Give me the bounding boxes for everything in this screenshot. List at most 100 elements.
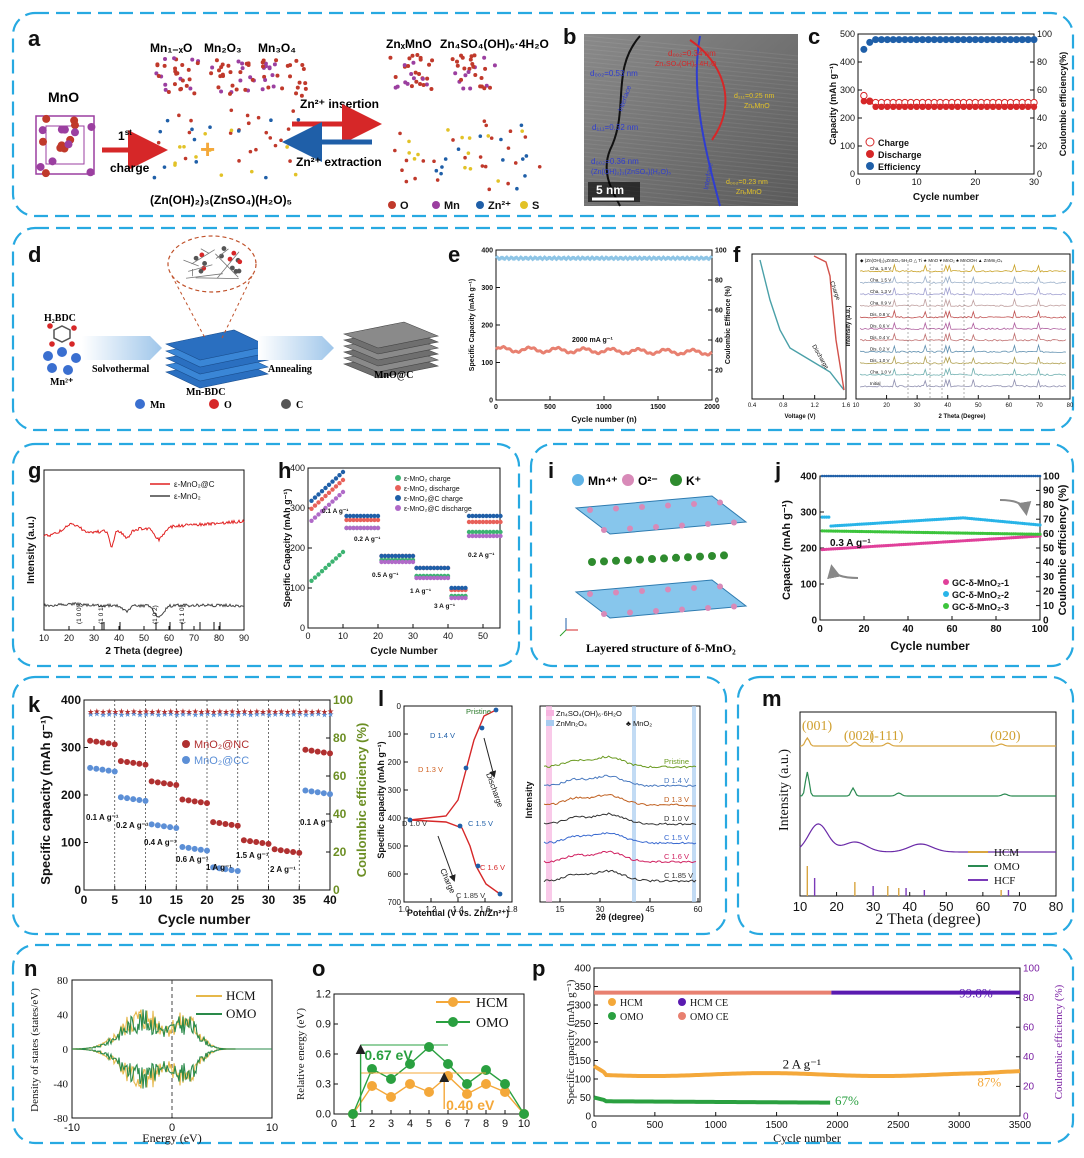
y-tick-label: 80 xyxy=(1037,57,1047,67)
atom-icon xyxy=(521,157,525,161)
atom-icon xyxy=(453,71,457,75)
x-tick-label: 0 xyxy=(81,893,88,907)
y-tick-label: 0 xyxy=(811,615,817,626)
axis-title: Intensity (a.u.) xyxy=(777,749,792,831)
rate-label: 2 A g⁻¹ xyxy=(270,865,296,874)
mno2-pattern xyxy=(44,603,244,618)
o-ion-icon xyxy=(691,585,697,591)
atom-icon xyxy=(188,77,192,81)
axis-title: Cycle number xyxy=(773,1131,841,1145)
atom-icon xyxy=(487,188,491,192)
discharge-point xyxy=(949,104,955,110)
tem-annotation: ZnₓMnO xyxy=(744,103,770,110)
atom-icon xyxy=(287,127,291,131)
y-tick-label: 0.9 xyxy=(316,1019,331,1031)
legend-label: HCM xyxy=(226,988,256,1003)
efficiency-point xyxy=(1039,475,1042,478)
mno2nc-point xyxy=(149,778,155,784)
discharge-point xyxy=(943,104,949,110)
atom-icon xyxy=(58,125,66,133)
atom-icon xyxy=(478,134,482,138)
mno2nc-point xyxy=(112,741,118,747)
state-label: Cha. 1.5 V xyxy=(870,278,891,283)
x-tick-label: 9 xyxy=(502,1118,508,1130)
mn-atom-icon xyxy=(43,351,53,361)
tem-annotation: d₀₀₂=0.34 nm xyxy=(668,49,716,58)
legend-label: HCM xyxy=(994,847,1019,859)
atom-icon xyxy=(418,82,422,86)
o-ion-icon xyxy=(679,607,685,613)
mno2nc-point xyxy=(204,800,210,806)
tem-annotation: d₀₀₂=0.36 nm xyxy=(591,157,639,166)
mno2cc-point xyxy=(149,821,155,827)
rate-point xyxy=(316,500,320,504)
atom-icon xyxy=(484,124,488,128)
rate-label: 1 A g⁻¹ xyxy=(410,588,431,595)
atom-icon xyxy=(415,53,419,57)
scalebar-label: 5 nm xyxy=(596,183,624,197)
rate-point xyxy=(463,586,467,590)
legend-label: ε-MnO₂ xyxy=(174,492,201,501)
panel-a: MnO Mn₁₋ₓO Mn₂O₃ Mn₃O₄ 1st charge + + (Z… xyxy=(36,37,549,212)
discharge-point xyxy=(1007,104,1013,110)
atom-icon xyxy=(484,165,488,169)
atom-icon xyxy=(471,65,475,69)
legend-label: Zn²⁺ xyxy=(488,200,511,212)
axis-title: Relative energy (eV) xyxy=(295,1008,307,1100)
atom-icon xyxy=(71,128,79,136)
x-tick-label: 20 xyxy=(373,631,383,641)
atom-icon xyxy=(228,92,232,96)
atom-icon xyxy=(406,64,410,68)
rate-point xyxy=(313,495,317,499)
atom-icon xyxy=(470,54,474,58)
axis-title: 2 Theta (Degree) xyxy=(938,414,985,420)
atom-icon xyxy=(241,66,245,70)
x-tick-label: 80 xyxy=(990,624,1002,635)
atom-icon xyxy=(228,70,232,74)
atom-icon xyxy=(294,91,298,95)
rate-point xyxy=(334,476,338,480)
legend-label: Zn₄SO₄(OH)₆·6H₂O xyxy=(556,709,622,718)
y-tick-label: 80 xyxy=(57,975,69,987)
y-tick-label: 40 xyxy=(1023,1052,1035,1063)
xrd-pattern xyxy=(860,357,1066,364)
x-tick-label: 15 xyxy=(170,893,184,907)
atom-icon xyxy=(157,141,161,145)
axis-title: Cycle number xyxy=(913,192,979,203)
atom-icon xyxy=(439,172,443,176)
species-label: Mn₂O₃ xyxy=(204,41,242,55)
atom-icon xyxy=(463,73,467,77)
x-tick-label: 2 xyxy=(369,1118,375,1130)
atom-icon xyxy=(157,74,161,78)
mno2c-pattern xyxy=(44,520,244,547)
y-tick-label: 0.6 xyxy=(316,1049,331,1061)
mno2nc-point xyxy=(278,847,284,853)
mno-crystal-icon xyxy=(36,115,95,177)
ring xyxy=(54,326,70,342)
atom-icon xyxy=(467,70,471,74)
x-tick-label: 1.2 xyxy=(810,403,819,409)
legend-label: O xyxy=(400,200,409,212)
atom-icon xyxy=(430,58,434,62)
y-tick-label: 400 xyxy=(61,693,81,707)
atom-icon xyxy=(217,68,221,72)
mno2cc-point xyxy=(186,845,192,851)
mno2cc-point xyxy=(143,798,149,804)
o-ion-icon xyxy=(731,604,737,610)
panel-letter: n xyxy=(24,956,37,981)
y-tick-label: 0 xyxy=(74,883,81,897)
legend-marker xyxy=(943,603,949,609)
arrow-label: Charge xyxy=(438,867,457,895)
y-tick-label: 400 xyxy=(388,814,402,823)
x-tick-label: 60 xyxy=(164,633,174,643)
c-atom-icon xyxy=(281,399,291,409)
mno2nc-point xyxy=(327,750,333,756)
charge-label: charge xyxy=(110,161,150,175)
atom-icon xyxy=(279,138,283,142)
axis-title: 2 Theta (degree) xyxy=(105,646,182,657)
axis-title: Cycle number xyxy=(158,911,251,927)
x-tick-label: 2500 xyxy=(887,1120,910,1131)
x-tick-label: 8 xyxy=(483,1118,489,1130)
atom-icon xyxy=(436,178,440,182)
